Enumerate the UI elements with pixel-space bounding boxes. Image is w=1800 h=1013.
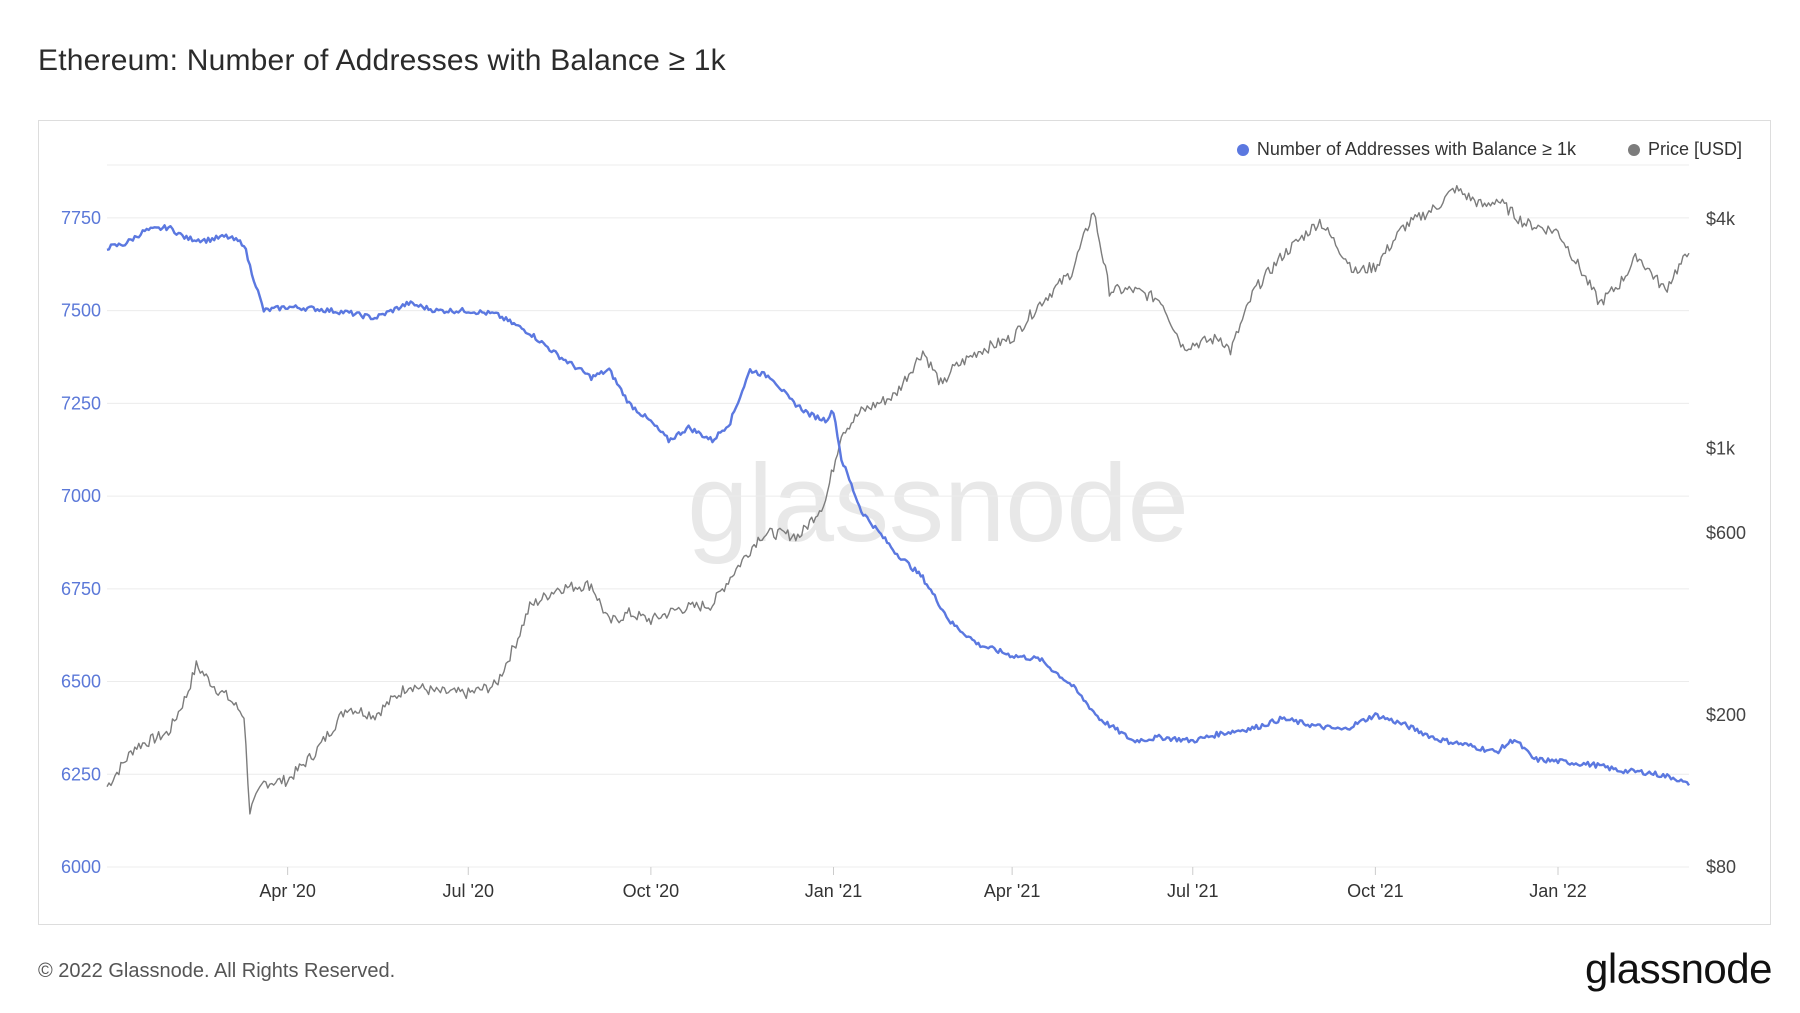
- y-left-tick-label: 7250: [61, 393, 101, 413]
- y-right-tick-label: $600: [1706, 523, 1746, 543]
- x-tick-label: Jan '22: [1529, 881, 1586, 901]
- x-tick-label: Jul '21: [1167, 881, 1218, 901]
- chart-panel: glassnode 6000 6250 6500 6750 7000 7250 7500 775…: [38, 120, 1771, 925]
- y-right-tick-label: $4k: [1706, 209, 1736, 229]
- y-left-tick-label: 6500: [61, 672, 101, 692]
- chart-svg: glassnode 6000 6250 6500 6750 7000 7250 7500 775…: [61, 164, 1746, 901]
- legend-item-addresses[interactable]: Number of Addresses with Balance ≥ 1k: [1236, 139, 1576, 160]
- x-tick-label: Apr '21: [984, 881, 1040, 901]
- y-left-tick-label: 6000: [61, 857, 101, 877]
- x-axis: Apr '20 Jul '20 Oct '20 Jan '21 Apr '21 Jul '…: [259, 867, 1587, 901]
- y-axis-left: 6000 6250 6500 6750 7000 7250 7500 7750: [61, 208, 101, 877]
- y-left-tick-label: 7000: [61, 486, 101, 506]
- copyright-text: © 2022 Glassnode. All Rights Reserved.: [38, 960, 396, 982]
- legend-dot-addresses: [1236, 143, 1249, 156]
- x-tick-label: Oct '20: [623, 881, 679, 901]
- series-line-price: [106, 184, 1690, 815]
- legend-item-price[interactable]: Price [USD]: [1627, 139, 1742, 160]
- y-axis-right: $80 $200 $600 $1k $4k: [1706, 209, 1746, 877]
- series-line-addresses: [106, 224, 1691, 787]
- x-tick-label: Jan '21: [805, 881, 862, 901]
- legend-label-price: Price [USD]: [1647, 139, 1742, 159]
- y-left-tick-label: 6250: [61, 764, 101, 784]
- y-left-tick-label: 7500: [61, 301, 101, 321]
- y-left-tick-label: 7750: [61, 208, 101, 228]
- chart-legend: Number of Addresses with Balance ≥ 1k Pr…: [1236, 139, 1742, 160]
- y-right-tick-label: $200: [1706, 705, 1746, 725]
- x-tick-label: Oct '21: [1347, 881, 1403, 901]
- x-tick-label: Apr '20: [259, 881, 315, 901]
- legend-label-addresses: Number of Addresses with Balance ≥ 1k: [1256, 139, 1576, 159]
- y-right-tick-label: $80: [1706, 857, 1736, 877]
- watermark: glassnode: [687, 442, 1189, 565]
- legend-dot-price: [1627, 143, 1640, 156]
- glassnode-logo: glassnode: [1585, 945, 1772, 992]
- x-tick-label: Jul '20: [443, 881, 494, 901]
- y-left-tick-label: 6750: [61, 579, 101, 599]
- y-right-tick-label: $1k: [1706, 438, 1736, 458]
- chart-title: Ethereum: Number of Addresses with Balan…: [38, 44, 726, 77]
